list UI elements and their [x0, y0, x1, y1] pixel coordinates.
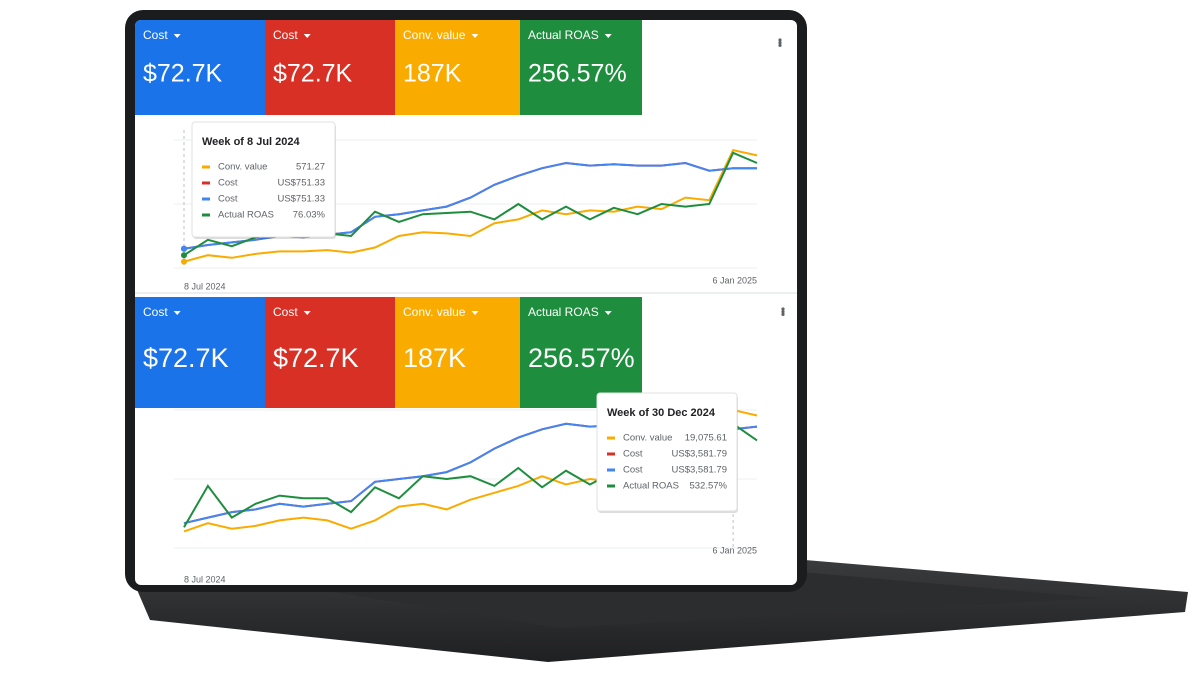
- metric-card[interactable]: [520, 297, 642, 408]
- metric-label: Cost: [143, 28, 168, 42]
- metric-label: Cost: [273, 28, 298, 42]
- metric-card[interactable]: [135, 20, 265, 115]
- more-menu-dot: [781, 310, 785, 314]
- metric-value: $72.7K: [273, 343, 359, 373]
- tooltip-series-name: Conv. value: [623, 433, 672, 444]
- tooltip-series-name: Conv. value: [218, 162, 267, 173]
- metric-label: Conv. value: [403, 305, 466, 319]
- metric-value: 187K: [403, 343, 466, 373]
- more-menu-dot: [778, 43, 782, 48]
- tooltip-title: Week of 30 Dec 2024: [607, 407, 716, 419]
- metric-value: $72.7K: [143, 343, 229, 373]
- tooltip-series-name: Cost: [218, 178, 238, 189]
- tooltip-value: 19,075.61: [685, 433, 727, 444]
- x-axis-end: 6 Jan 2025: [712, 275, 757, 285]
- tooltip-value: US$3,581.79: [672, 449, 727, 460]
- x-axis-start: 8 Jul 2024: [184, 281, 226, 291]
- metric-label: Cost: [143, 305, 168, 319]
- x-axis-start: 8 Jul 2024: [184, 574, 226, 584]
- tooltip-value: US$751.33: [277, 194, 325, 205]
- dropdown-arrow: [303, 311, 311, 315]
- metric-label: Actual ROAS: [528, 305, 599, 319]
- tooltip-value: 76.03%: [293, 210, 326, 221]
- metric-label: Conv. value: [403, 28, 466, 42]
- dropdown-arrow: [173, 34, 181, 38]
- tooltip-value: US$3,581.79: [672, 465, 727, 476]
- tooltip-series-name: Cost: [623, 449, 643, 460]
- dropdown-arrow: [303, 34, 311, 38]
- tooltip-series-name: Actual ROAS: [218, 210, 274, 221]
- metric-value: $72.7K: [143, 60, 223, 88]
- more-menu-dot: [778, 38, 782, 42]
- metric-card[interactable]: [135, 297, 265, 408]
- dropdown-arrow: [173, 311, 181, 315]
- tooltip-series-name: Cost: [218, 194, 238, 205]
- dropdown-arrow: [604, 311, 612, 315]
- dropdown-arrow: [471, 34, 479, 38]
- hover-point: [181, 252, 187, 259]
- dropdown-arrow: [604, 34, 612, 38]
- hover-point: [181, 245, 187, 252]
- metric-label: Cost: [273, 305, 298, 319]
- series-line: [183, 149, 758, 263]
- hover-point: [181, 258, 187, 265]
- screen-content: Cost $72.7K Cost $72.7K Conv. value 187K Actua…: [135, 20, 797, 584]
- dropdown-arrow: [471, 311, 479, 315]
- metric-card[interactable]: [265, 20, 395, 115]
- tooltip: [596, 392, 738, 512]
- tooltip-title: Week of 8 Jul 2024: [202, 136, 301, 148]
- tooltip-value: US$751.33: [277, 178, 325, 189]
- x-axis-end: 6 Jan 2025: [712, 545, 757, 555]
- more-menu-dot: [781, 307, 785, 311]
- more-menu-dot: [778, 41, 782, 45]
- tooltip-series-name: Cost: [623, 465, 643, 476]
- metric-card[interactable]: [520, 20, 642, 115]
- metric-card[interactable]: [265, 297, 395, 408]
- metric-card[interactable]: [395, 20, 520, 115]
- metric-value: 256.57%: [528, 60, 627, 88]
- tooltip-series-name: Actual ROAS: [623, 481, 679, 492]
- more-menu-dot: [781, 312, 785, 316]
- tooltip-value: 571.27: [296, 162, 325, 173]
- metric-label: Actual ROAS: [528, 28, 599, 42]
- metric-value: 187K: [403, 60, 462, 88]
- metric-value: $72.7K: [273, 60, 353, 88]
- tooltip-value: 532.57%: [689, 481, 727, 492]
- metric-card[interactable]: [395, 297, 520, 408]
- metric-value: 256.57%: [528, 343, 635, 373]
- tooltip: [191, 121, 336, 238]
